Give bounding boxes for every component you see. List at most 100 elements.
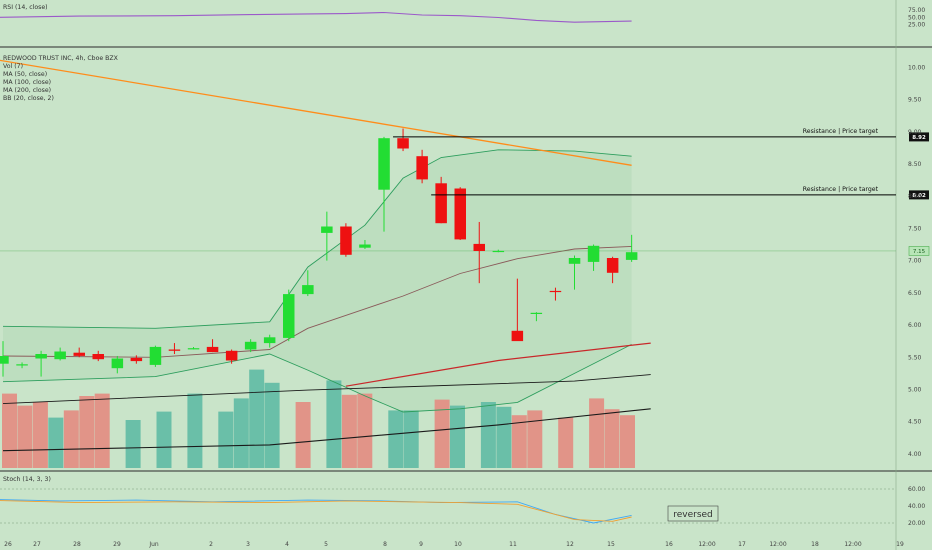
x-tick-label: 9 (419, 541, 423, 548)
gridlines (0, 488, 896, 524)
indicator-legend: MA (100, close) (3, 79, 51, 86)
candle-body (454, 188, 466, 240)
volume-bar (264, 382, 280, 468)
volume-bar (63, 410, 79, 468)
volume-bar (249, 369, 265, 468)
x-tick-label: 12:00 (844, 541, 861, 548)
bollinger-lower-line (2, 343, 632, 413)
candle-body (244, 341, 257, 350)
volume-bar (450, 405, 465, 468)
candle-body (340, 226, 352, 255)
candle-body (416, 156, 428, 180)
x-tick-label: 3 (246, 541, 250, 548)
x-tick-label: Jun (148, 541, 159, 548)
rsi-tick-label: 50.00 (908, 14, 925, 21)
candle-body (263, 337, 276, 344)
volume-bar (604, 409, 620, 468)
candle-body (625, 252, 638, 260)
price-tick-label: 10.00 (908, 64, 925, 71)
price-tick-label: 6.50 (908, 290, 922, 297)
price-tick-label: 8.50 (908, 161, 922, 168)
volume-bar (341, 394, 357, 468)
indicator-legend: BB (20, close, 2) (3, 95, 54, 102)
last-price-tag (908, 246, 930, 256)
candle-body (321, 226, 333, 233)
resistance-label: Resistance | Price target (803, 128, 879, 135)
candle-body (0, 356, 9, 364)
bollinger-fill (3, 149, 632, 413)
resistance-price-tag-text: 8.92 (912, 135, 926, 141)
volume-bar (295, 402, 311, 468)
bollinger-band-fill (3, 149, 632, 413)
annotation-box (667, 505, 719, 522)
indicator-legend: Vol (7) (3, 63, 23, 70)
indicator-lines (0, 11, 896, 524)
candle-body (511, 330, 524, 342)
candle-body (130, 357, 143, 362)
stoch-d-line (0, 500, 632, 522)
bollinger-basis-line (2, 245, 632, 358)
price-tick-label: 4.50 (908, 419, 922, 426)
x-tick-label: 11 (509, 541, 517, 548)
volume-bar (17, 405, 33, 468)
candlesticks[interactable] (0, 128, 638, 377)
candle-body (149, 346, 162, 365)
candle-body (359, 244, 371, 248)
x-tick-label: 19 (896, 541, 904, 548)
candle-body (206, 346, 219, 353)
price-tick-label: 5.00 (908, 386, 922, 393)
ma100-line (2, 374, 651, 405)
volume-bar (527, 410, 543, 468)
candle-body (492, 250, 505, 253)
x-tick-label: 16 (665, 541, 673, 548)
candle-body (435, 183, 447, 224)
candle-body (54, 351, 66, 360)
price-tick-label: 9.50 (908, 97, 922, 104)
volume-bar (32, 402, 48, 468)
price-tick-label: 4.00 (908, 451, 922, 458)
x-tick-label: 26 (4, 541, 12, 548)
candle-body (587, 245, 600, 262)
volume-bar (94, 393, 110, 468)
candle-body (92, 354, 104, 360)
indicator-legend: MA (200, close) (3, 87, 51, 94)
candle-body (378, 138, 390, 190)
stoch-tick-label: 40.00 (908, 503, 925, 510)
volume-bar (187, 393, 203, 468)
x-tick-label: 12:00 (698, 541, 715, 548)
volume-bar (511, 415, 527, 468)
x-tick-label: 5 (324, 541, 328, 548)
price-tick-label: 7.00 (908, 258, 922, 265)
volume-bar (125, 420, 141, 468)
x-tick-label: 18 (811, 541, 819, 548)
axes: 10.00 9.50 9.00 8.50 8.00 7.50 7.00 6.50 6.00 5.5… (4, 7, 925, 548)
candle-body (187, 348, 200, 350)
candle-body (530, 312, 543, 314)
price-tick-label: 5.50 (908, 354, 922, 361)
indicator-legend: MA (50, close) (3, 71, 47, 78)
candle-body (111, 358, 124, 369)
legend: RSI (14, close) REDWOOD TRUST INC, 4h, Cb… (3, 4, 119, 483)
last-price-tag-text: 7.15 (913, 249, 926, 255)
x-tick-label: 15 (607, 541, 615, 548)
candle-body (35, 354, 47, 359)
x-tick-label: 4 (285, 541, 289, 548)
resistance-price-tag (909, 132, 929, 142)
volume-bar (620, 415, 635, 468)
volume-bar (403, 410, 419, 468)
candle-body (283, 294, 295, 338)
x-tick-label: 8 (383, 541, 387, 548)
volume-bar (496, 406, 512, 468)
price-tick-label: 8.00 (908, 193, 922, 200)
candle-body (397, 138, 409, 149)
stoch-legend: Stoch (14, 3, 3) (3, 476, 51, 483)
price-tick-label: 7.50 (908, 225, 922, 232)
candle-body (606, 258, 619, 273)
annotations: Resistance | Price target 8.92 Resistance … (393, 128, 930, 522)
stoch-k-line (0, 499, 632, 524)
candle-body (549, 290, 562, 293)
stoch-tick-label: 20.00 (908, 520, 925, 527)
candle-body (225, 350, 238, 361)
